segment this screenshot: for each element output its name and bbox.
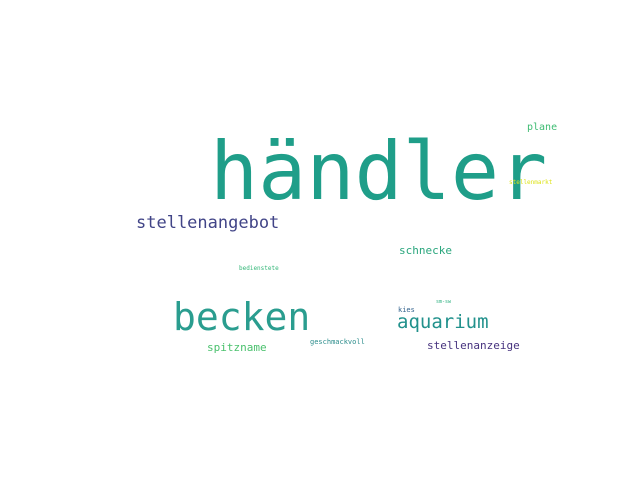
word-stellenmarkt: stellenmarkt	[509, 179, 553, 186]
word-aquarium: aquarium	[397, 311, 489, 333]
word-stellenangebot: stellenangebot	[136, 213, 280, 233]
word-haendler: händler	[210, 125, 548, 218]
word-sm-sw: sm-sw	[436, 299, 452, 305]
word-schnecke: schnecke	[399, 244, 452, 257]
word-bedienstete: bedienstete	[239, 265, 279, 272]
word-spitzname: spitzname	[207, 341, 267, 354]
word-geschmackvoll: geschmackvoll	[310, 338, 365, 346]
word-plane: plane	[527, 122, 558, 133]
word-kies: kies	[398, 306, 415, 314]
word-becken: becken	[173, 295, 311, 339]
word-stellenanzeige: stellenanzeige	[427, 339, 520, 352]
